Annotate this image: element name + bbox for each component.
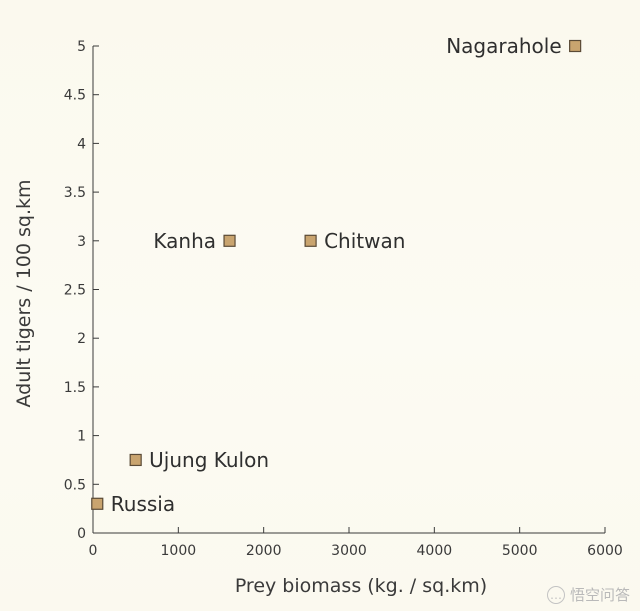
y-tick-label: 0 xyxy=(77,526,86,542)
speech-bubble-icon: … xyxy=(546,585,565,604)
y-tick-label: 3.5 xyxy=(64,185,86,201)
x-axis-ticks: 0 1000 2000 3000 4000 5000 6000 xyxy=(89,527,623,559)
x-tick-label: 5000 xyxy=(502,543,538,559)
y-tick-label: 3 xyxy=(77,234,86,250)
x-axis-title: Prey biomass (kg. / sq.km) xyxy=(235,575,487,597)
watermark-text: 悟空问答 xyxy=(569,586,630,604)
data-point-label: Nagarahole xyxy=(446,34,561,58)
watermark: … 悟空问答 xyxy=(546,584,630,605)
y-tick-label: 2.5 xyxy=(64,283,86,299)
x-tick-label: 4000 xyxy=(417,543,453,559)
data-point-label: Russia xyxy=(111,492,175,516)
data-point xyxy=(569,39,582,53)
y-axis-title: Adult tigers / 100 sq.km xyxy=(13,179,35,407)
data-point xyxy=(91,497,104,510)
y-tick-label: 5 xyxy=(77,39,86,55)
x-tick-label: 3000 xyxy=(331,543,367,559)
data-points: Russia Ujung Kulon Kanha Chitwan Nagarahole xyxy=(91,34,582,516)
data-point xyxy=(129,453,142,467)
x-tick-label: 0 xyxy=(89,543,98,559)
y-tick-label: 2 xyxy=(77,331,86,347)
x-tick-label: 1000 xyxy=(161,543,197,559)
y-tick-label: 1 xyxy=(77,429,86,445)
data-point xyxy=(223,234,236,247)
y-tick-label: 1.5 xyxy=(64,380,86,396)
data-point-label: Ujung Kulon xyxy=(149,448,269,472)
data-point-label: Kanha xyxy=(153,229,216,253)
data-point-label: Chitwan xyxy=(324,229,405,253)
y-axis-ticks: 0 0.5 1 1.5 2 2.5 3 3.5 4 4.5 5 xyxy=(64,39,99,542)
x-tick-label: 6000 xyxy=(587,543,623,559)
data-point xyxy=(304,234,317,247)
y-tick-label: 4 xyxy=(77,136,86,152)
x-tick-label: 2000 xyxy=(246,543,282,559)
y-tick-label: 4.5 xyxy=(64,88,86,104)
y-tick-label: 0.5 xyxy=(64,477,86,493)
